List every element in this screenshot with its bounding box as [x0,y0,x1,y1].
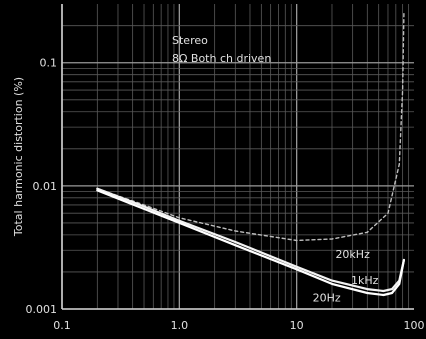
series-line-1khz [96,187,405,293]
axes [61,4,414,310]
series-line-20hz [96,189,405,297]
x-tick-label: 1.0 [171,319,189,332]
x-tick-label: 10 [290,319,304,332]
x-tick-label: 0.1 [53,319,71,332]
labels: 0.1 1.0 10 100 0.001 0.01 0.1 Total harmonic di… [12,34,425,332]
series-line-20khz [96,12,405,242]
y-tick-label: 0.001 [26,303,58,316]
series-label-20khz: 20kHz [335,248,370,261]
x-tick-label: 100 [404,319,425,332]
annotation-text: Stereo [172,34,208,47]
annotation-text: 8Ω Both ch driven [172,52,271,65]
y-tick-label: 0.1 [40,57,58,70]
curves [96,12,405,297]
y-tick-label: 0.01 [33,180,58,193]
series-label-20hz: 20Hz [313,292,341,305]
series-label-1khz: 1kHz [351,274,379,287]
y-axis-label: Total harmonic distortion (%) [12,77,25,237]
